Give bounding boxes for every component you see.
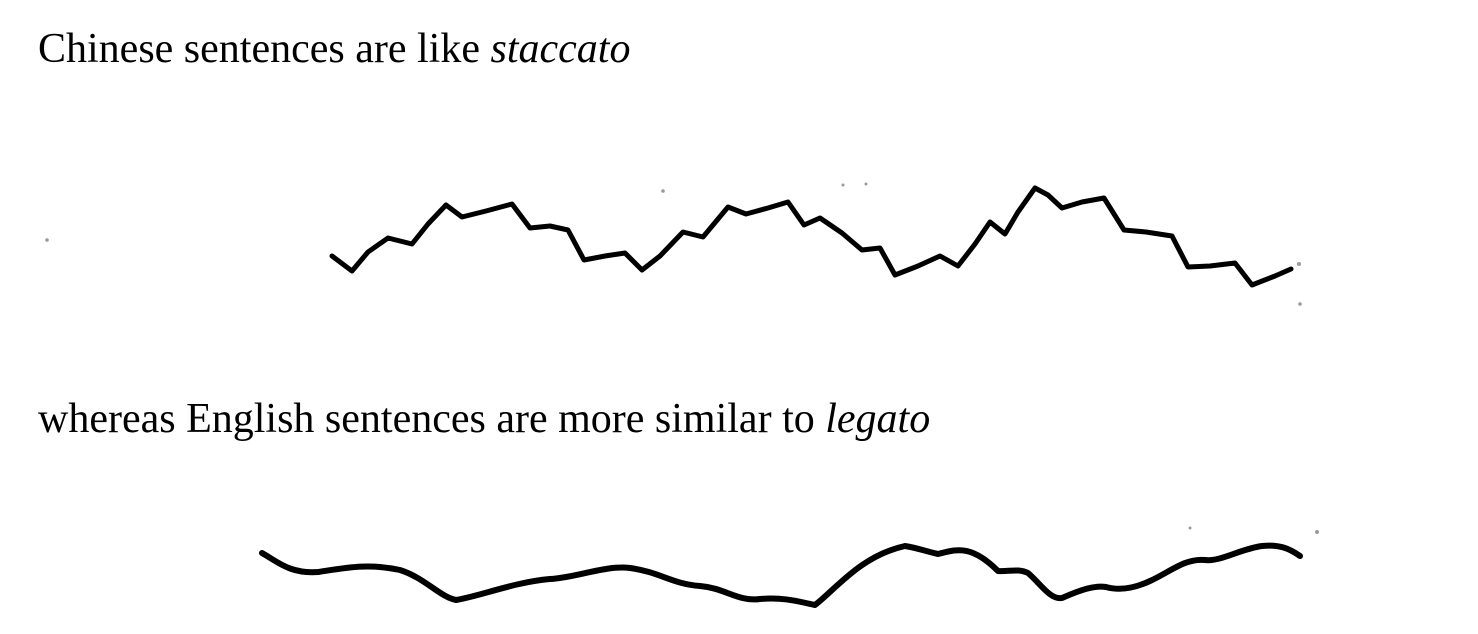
staccato-wave [329,185,1294,288]
ink-speck [864,182,868,186]
ink-speck [661,189,665,193]
ink-speck [1297,262,1301,266]
legato-caption: whereas English sentences are more simil… [38,398,930,440]
legato-term: legato [825,396,931,442]
ink-speck [1188,526,1192,530]
ink-speck [45,238,49,242]
ink-speck [1315,530,1319,534]
ink-speck [841,183,845,187]
staccato-caption-text: Chinese sentences are like [38,26,491,72]
staccato-term: staccato [490,26,631,72]
legato-wave [259,542,1303,608]
ink-speck [1298,302,1302,306]
legato-caption-text: whereas English sentences are more simil… [38,396,826,442]
staccato-caption: Chinese sentences are like staccato [38,28,630,70]
